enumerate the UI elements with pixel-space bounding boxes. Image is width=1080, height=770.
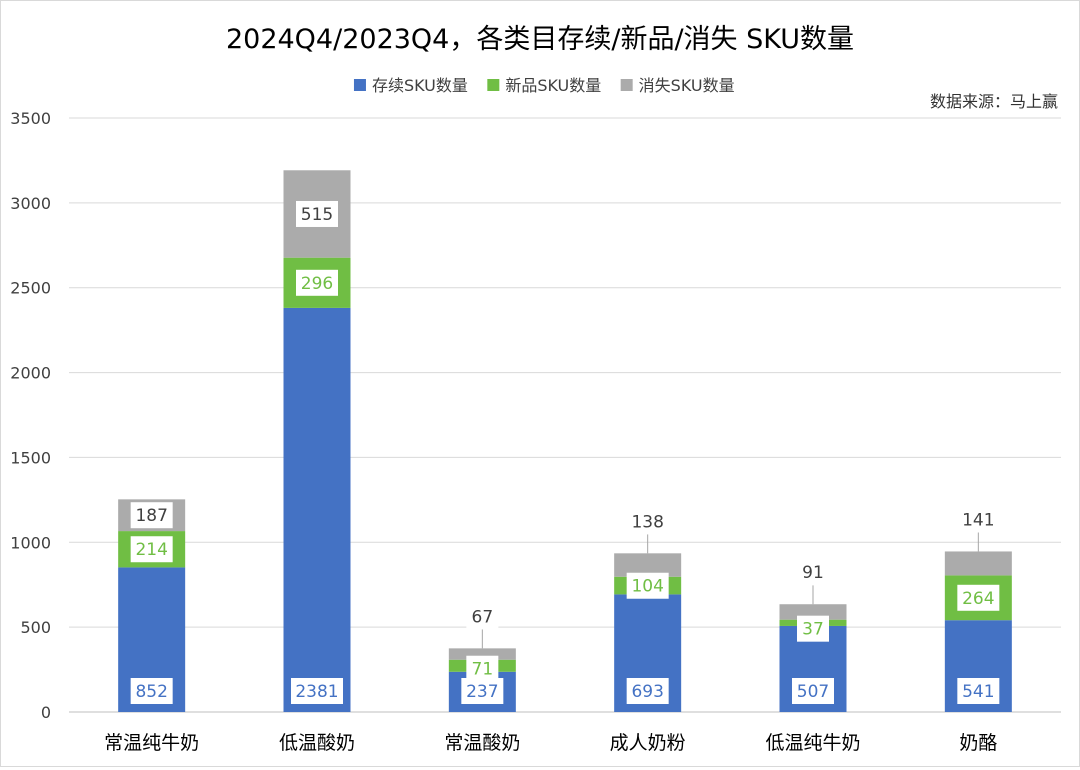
bar-segment	[614, 553, 682, 577]
legend-label: 新品SKU数量	[505, 76, 601, 95]
x-tick-label: 成人奶粉	[610, 732, 686, 754]
data-label: 138	[631, 512, 663, 532]
y-tick-label: 3500	[10, 109, 51, 128]
data-label: 91	[802, 563, 824, 583]
data-label-box	[296, 200, 338, 227]
legend-swatch	[620, 79, 633, 91]
x-tick-label: 常温纯牛奶	[104, 732, 199, 754]
data-label: 264	[962, 589, 994, 609]
y-axis: 0 500 1000 1500 2000 2500 3000 3500	[10, 109, 51, 722]
data-label: 37	[802, 620, 824, 640]
chart-title: 2024Q4/2023Q4，各类目存续/新品/消失 SKU数量	[226, 24, 854, 55]
y-tick-label: 0	[41, 703, 51, 722]
data-label-box	[957, 678, 1000, 704]
data-label-box	[626, 508, 669, 535]
data-label-box	[466, 603, 499, 630]
y-tick-label: 2500	[10, 279, 51, 298]
data-label: 214	[135, 540, 167, 560]
data-label-box	[130, 678, 173, 704]
x-tick-label: 常温酸奶	[444, 732, 520, 754]
data-label-box	[957, 584, 1000, 611]
data-label: 2381	[295, 682, 338, 702]
y-tick-label: 1500	[10, 448, 51, 467]
x-tick-label: 低温酸奶	[279, 732, 355, 754]
data-label: 187	[135, 506, 167, 526]
gridlines	[69, 117, 1061, 713]
y-tick-label: 3000	[10, 194, 51, 213]
y-tick-label: 1000	[10, 533, 51, 552]
x-tick-label: 低温纯牛奶	[765, 732, 860, 754]
y-tick-label: 2000	[10, 364, 51, 383]
data-label-box	[797, 615, 829, 642]
data-label-box	[461, 678, 504, 704]
data-label: 237	[466, 682, 498, 702]
data-label-box	[797, 559, 829, 586]
data-label: 515	[301, 205, 333, 225]
x-tick-label: 奶酪	[959, 732, 997, 754]
data-label: 67	[472, 607, 494, 627]
bar-segment	[448, 648, 516, 660]
data-label: 71	[472, 660, 494, 680]
data-label-box	[130, 536, 173, 563]
data-label: 104	[631, 577, 663, 597]
data-label: 507	[797, 682, 829, 702]
data-label-box	[466, 655, 499, 682]
data-label-box	[626, 572, 669, 599]
legend: 存续SKU数量 新品SKU数量 消失SKU数量	[353, 76, 735, 95]
data-label-box	[130, 502, 173, 529]
data-label: 693	[631, 682, 663, 702]
bar-segment	[283, 307, 351, 712]
x-axis: 常温纯牛奶 低温酸奶 常温酸奶 成人奶粉 低温纯牛奶 奶酪	[104, 732, 997, 754]
data-label-box	[792, 678, 834, 704]
data-label-box	[626, 678, 669, 704]
data-label: 296	[301, 274, 333, 294]
source-note: 数据来源：马上赢	[930, 92, 1058, 111]
bar-segment	[779, 604, 847, 620]
legend-swatch	[487, 79, 500, 91]
data-label-box	[291, 678, 343, 704]
data-label: 541	[962, 682, 994, 702]
data-label: 141	[962, 510, 994, 530]
legend-label: 消失SKU数量	[639, 76, 735, 95]
data-label-box	[957, 506, 1000, 533]
bar-segment	[944, 551, 1012, 576]
data-label: 852	[135, 682, 167, 702]
bars	[118, 170, 1012, 712]
legend-swatch	[353, 79, 366, 91]
data-label-box	[296, 269, 338, 296]
y-tick-label: 500	[20, 618, 51, 637]
legend-label: 存续SKU数量	[372, 76, 468, 95]
